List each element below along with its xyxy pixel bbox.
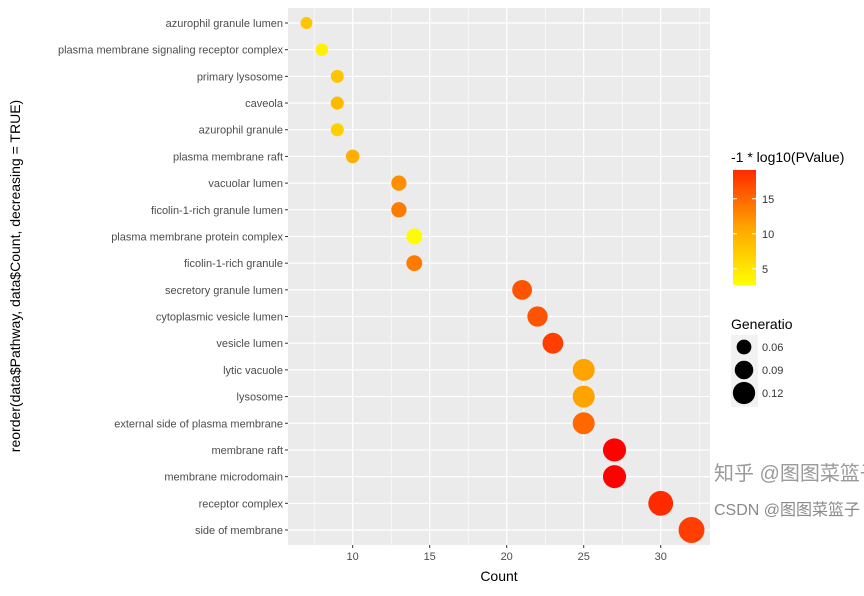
y-tick-label: ficolin-1-rich granule [184,258,283,270]
data-point [678,517,705,543]
legend: -1 * log10(PValue) 5 10 15 Generatio 0.06 0… [731,149,844,407]
x-tick-label: 20 [501,551,513,563]
x-axis-title: Count [480,568,517,584]
watermark-zhihu: 知乎 @图图菜篮子 [714,462,864,485]
size-key-circle [734,360,754,380]
data-point [527,306,548,327]
y-tick-label: vesicle lumen [216,338,283,350]
color-tick-label: 15 [762,194,774,206]
data-point [572,358,595,381]
y-tick-label: plasma membrane signaling receptor compl… [58,45,283,57]
data-point [391,175,407,191]
y-tick-label: primary lysosome [197,71,283,83]
y-tick-label: azurophil granule lumen [166,18,283,30]
data-point [602,465,627,489]
y-tick-label: membrane microdomain [164,472,283,484]
panel-background [288,8,710,545]
x-tick-label: 10 [347,551,359,563]
y-tick-label: cytoplasmic vesicle lumen [156,312,283,324]
x-axis: 10 15 20 25 30 [347,545,667,563]
y-tick-label: ficolin-1-rich granule lumen [151,205,283,217]
y-tick-label: caveola [245,98,284,110]
data-point [542,332,564,354]
y-axis-title: reorder(data$Pathway, data$Count, decrea… [7,100,23,452]
data-point [315,43,329,56]
color-legend-title: -1 * log10(PValue) [731,149,844,165]
y-tick-label: lysosome [237,392,283,404]
data-point [300,17,313,29]
y-tick-label: secretory granule lumen [165,285,283,297]
size-legend-title: Generatio [731,316,793,332]
points [300,17,705,543]
x-tick-label: 30 [655,551,667,563]
grid [288,8,710,545]
size-key-circle [732,381,756,405]
size-key-label: 0.12 [762,388,783,400]
y-tick-label: side of membrane [195,525,283,537]
data-point [406,228,423,245]
size-key-label: 0.06 [762,342,783,354]
data-point [391,202,407,218]
size-key-circle [736,339,752,355]
data-point [602,438,627,462]
data-point [648,490,674,516]
y-tick-label: azurophil granule [199,125,283,137]
color-tick-label: 10 [762,229,774,241]
y-tick-label: external side of plasma membrane [114,418,283,430]
y-tick-label: receptor complex [199,498,284,510]
data-point [330,96,344,110]
watermark-csdn: CSDN @图图菜篮子 [714,501,860,519]
y-axis: azurophil granule lumen plasma membrane s… [58,18,288,537]
data-point [330,69,344,83]
color-tick-label: 5 [762,264,768,276]
data-point [572,385,595,408]
y-tick-label: plasma membrane raft [173,151,283,163]
y-tick-label: lytic vacuole [223,365,283,377]
x-tick-label: 25 [578,551,590,563]
data-point [345,149,360,164]
color-bar [733,170,756,285]
data-point [512,279,532,300]
y-tick-label: vacuolar lumen [208,178,283,190]
x-tick-label: 15 [424,551,436,563]
data-point [572,412,595,435]
data-point [330,123,344,137]
y-tick-label: membrane raft [211,445,283,457]
size-key-label: 0.09 [762,365,783,377]
data-point [406,255,423,272]
y-tick-label: plasma membrane protein complex [111,231,283,243]
